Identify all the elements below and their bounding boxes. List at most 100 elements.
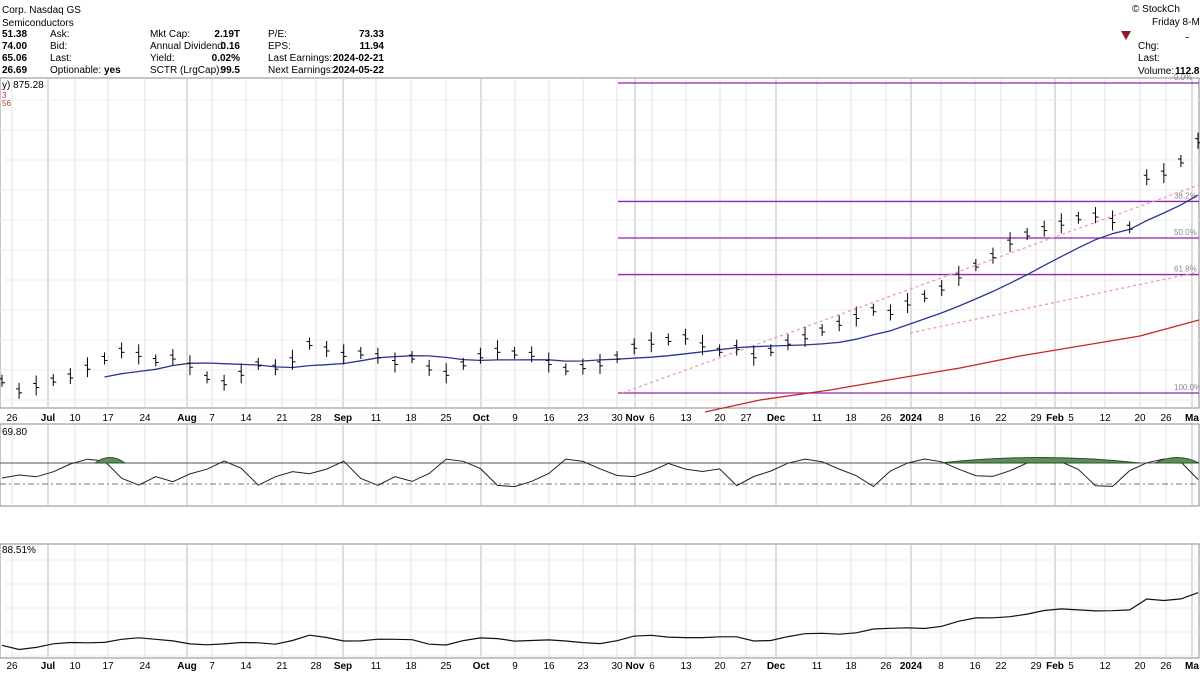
x-tick-label: 18 [405, 413, 417, 424]
x-tick-label: 5 [1068, 413, 1074, 424]
x-tick-label: 24 [139, 413, 151, 424]
fib-level-label: 0.0% [1174, 73, 1192, 82]
x-tick-label: 13 [680, 413, 692, 424]
x-tick-label: 8 [938, 413, 944, 424]
next-earnings-label: Next Earnings: [268, 65, 334, 76]
x-axis-bottom: 26 Jul 10 17 24 Aug 7 14 21 28 Sep 11 18 25 Oct 9 16 23 30… [6, 661, 1199, 672]
chg-label: Chg: [1138, 41, 1159, 52]
indicator-2-grid [0, 545, 1199, 657]
x-tick-label: 10 [69, 413, 81, 424]
x-tick-label: 11 [812, 661, 823, 672]
eps-label: EPS: [268, 41, 291, 52]
quote-value-3: 65.06 [2, 53, 27, 64]
sector-name: Semiconductors [2, 18, 74, 29]
last-label: Last: [50, 53, 72, 64]
indicator-1-grid [11, 425, 1193, 505]
price-panel-border [0, 77, 1200, 409]
x-tick-label: 8 [938, 661, 944, 672]
overbought-fill [93, 457, 127, 464]
quote-value-1: 51.38 [2, 29, 27, 40]
x-tick-label: 26 [6, 661, 18, 672]
price-bars [0, 132, 1200, 399]
x-tick-label: 21 [276, 661, 288, 672]
fibonacci-levels: 0.0% 38.2% 50.0% 61.8% 100.0% [618, 73, 1200, 394]
x-tick-label: 30 [611, 661, 623, 672]
sctr-value: 99.5 [221, 65, 241, 76]
x-tick-label: 11 [371, 661, 382, 672]
trend-line [621, 184, 1200, 394]
x-tick-label: 23 [577, 413, 589, 424]
x-tick-label: 7 [209, 661, 215, 672]
x-tick-label: 18 [845, 661, 857, 672]
x-tick-label: 28 [310, 413, 322, 424]
indicator-2-line [1, 592, 1199, 651]
eps-value: 11.94 [360, 41, 385, 52]
price-panel: y) 875.28 3 56 0.0% 38.2% 50.0% 61.8% 100.0% [0, 73, 1200, 413]
x-tick-label: 27 [740, 413, 752, 424]
x-tick-label: 9 [512, 413, 518, 424]
x-tick-label: 23 [577, 661, 589, 672]
pe-label: P/E: [268, 29, 287, 40]
x-tick-label: 16 [543, 661, 555, 672]
x-tick-label: 9 [512, 661, 518, 672]
x-tick-label: 21 [276, 413, 288, 424]
x-tick-label: 25 [440, 661, 452, 672]
indicator-1-border [0, 423, 1200, 507]
x-axis-top: 26 Jul 10 17 24 Aug 7 14 21 28 Sep 11 18 25 Oct 9 16 23 30… [6, 413, 1199, 424]
x-tick-label: 17 [102, 413, 114, 424]
fib-level-label: 38.2% [1174, 191, 1197, 200]
x-tick-label: Sep [334, 413, 352, 424]
date-text: Friday 8-M [1152, 17, 1200, 28]
indicator-2-border [0, 543, 1200, 659]
x-tick-label: 28 [310, 661, 322, 672]
x-tick-label: 26 [880, 661, 892, 672]
x-tick-label: Sep [334, 661, 352, 672]
x-tick-label: 25 [440, 413, 452, 424]
dividend-label: Annual Dividend: [150, 41, 226, 52]
x-tick-label: Oct [473, 661, 490, 672]
x-tick-label: 11 [371, 413, 382, 424]
x-tick-label: 20 [714, 413, 726, 424]
trend-line [909, 271, 1200, 334]
x-tick-label: 7 [209, 413, 215, 424]
quote-value-4: 26.69 [2, 65, 27, 76]
yield-label: Yield: [150, 53, 175, 64]
indicator-panel-1: 69.80 [0, 423, 1200, 507]
x-tick-label: 2024 [900, 661, 923, 672]
indicator-2-value: 88.51% [2, 545, 36, 556]
x-tick-label: 20 [1134, 661, 1146, 672]
indicator-panel-2: 88.51% [0, 543, 1200, 659]
yield-value: 0.02% [212, 53, 240, 64]
x-tick-label: 20 [1134, 413, 1146, 424]
x-tick-label: Jul [41, 661, 56, 672]
volume-label: Volume: [1138, 66, 1174, 77]
header-panel: Corp. Nasdaq GS Semiconductors © StockCh… [2, 4, 1200, 77]
x-tick-label: 24 [139, 661, 151, 672]
ma-200-line [704, 319, 1200, 413]
x-tick-label: 6 [649, 661, 655, 672]
brand-text: © StockCh [1132, 4, 1180, 15]
company-name: Corp. Nasdaq GS [2, 5, 81, 16]
right-last-label: Last: [1138, 53, 1160, 64]
x-tick-label: 16 [969, 661, 981, 672]
legend-line-2: 3 [2, 91, 7, 100]
fib-level-label: 50.0% [1174, 228, 1197, 237]
x-tick-label: 26 [1160, 413, 1172, 424]
x-tick-label: 29 [1030, 413, 1042, 424]
indicator-1-line [1, 457, 1200, 488]
x-tick-label: 26 [6, 413, 18, 424]
trend-lines [621, 184, 1200, 394]
last-earnings-label: Last Earnings: [268, 53, 332, 64]
x-tick-label: 18 [405, 661, 417, 672]
x-tick-label: 16 [969, 413, 981, 424]
x-tick-label: 30 [611, 413, 623, 424]
dividend-value: 0.16 [221, 41, 241, 52]
x-tick-label: 26 [880, 413, 892, 424]
x-tick-label: Ma [1185, 661, 1199, 672]
price-grid [0, 79, 1199, 407]
x-tick-label: Nov [626, 413, 645, 424]
bid-label: Bid: [50, 41, 67, 52]
x-tick-label: Jul [41, 413, 56, 424]
x-tick-label: 17 [102, 661, 114, 672]
